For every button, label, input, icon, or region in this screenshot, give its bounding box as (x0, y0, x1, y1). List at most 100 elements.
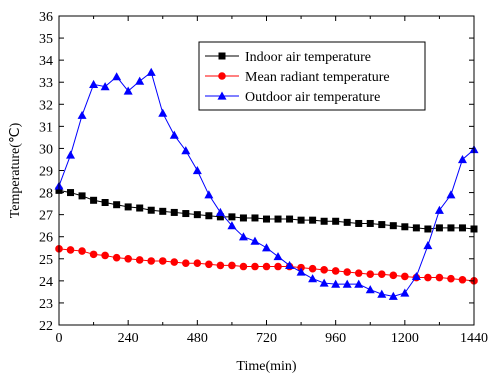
data-point (113, 201, 121, 209)
x-tick-labels: 0 240 480 720 960 1200 1440 (56, 331, 489, 346)
data-point (320, 217, 328, 225)
data-point (124, 203, 132, 211)
x-axis-label: Time(min) (236, 359, 296, 374)
x-tick-label: 1440 (460, 331, 488, 346)
data-point (205, 212, 213, 220)
data-point (319, 278, 329, 287)
data-point (170, 208, 178, 216)
data-point (170, 258, 179, 266)
x-tick-label: 720 (256, 331, 277, 346)
data-point (123, 86, 133, 95)
data-point (263, 215, 270, 223)
data-point (228, 261, 236, 270)
data-point (377, 270, 386, 279)
data-point (250, 236, 260, 245)
data-point (424, 225, 432, 233)
y-tick-label: 28 (39, 187, 53, 202)
data-point (354, 269, 363, 277)
data-point (158, 108, 168, 117)
data-point (457, 154, 467, 164)
data-point (273, 252, 283, 261)
data-point (378, 221, 386, 229)
y-tick-label: 36 (39, 10, 53, 25)
data-point (89, 250, 98, 259)
data-point (458, 275, 467, 284)
x-tick-label: 960 (325, 331, 346, 346)
data-point (216, 261, 225, 270)
data-point (78, 192, 86, 200)
data-point (77, 110, 87, 119)
data-point (355, 219, 363, 227)
data-point (274, 262, 282, 271)
data-point (135, 256, 144, 264)
data-point (227, 221, 237, 230)
data-point (90, 196, 98, 204)
data-point (401, 223, 409, 231)
data-point (251, 214, 259, 222)
y-tick-label: 22 (39, 319, 53, 334)
data-point (343, 268, 351, 276)
data-point (435, 273, 444, 282)
data-point (434, 205, 444, 214)
y-axis-label: Temperature(℃) (8, 122, 23, 218)
data-point (193, 211, 201, 219)
data-point (296, 267, 306, 276)
data-point (332, 217, 340, 225)
legend-swatch-marker (218, 52, 226, 60)
data-point (388, 291, 398, 300)
legend-item: Mean radiant temperature (205, 70, 390, 85)
data-point (411, 271, 421, 281)
legend-swatch-marker (218, 72, 226, 80)
y-tick-label: 25 (39, 253, 53, 268)
y-tick-label: 27 (39, 209, 53, 224)
legend-label: Indoor air temperature (245, 50, 371, 65)
data-point (147, 257, 156, 265)
data-point (274, 215, 282, 223)
data-point (182, 210, 190, 218)
data-point (204, 190, 214, 199)
data-point (286, 215, 294, 223)
data-point (354, 279, 364, 288)
data-point (158, 257, 167, 265)
legend-item: Outdoor air temperature (205, 90, 380, 105)
data-point (423, 241, 433, 250)
data-point (377, 289, 387, 298)
data-point (169, 130, 179, 139)
legend-swatch-marker (217, 91, 227, 100)
data-point (66, 246, 75, 254)
legend: Indoor air temperature Mean radiant tempe… (198, 41, 426, 111)
data-point (424, 273, 432, 282)
data-point (239, 262, 248, 271)
data-point (308, 274, 318, 283)
data-point (366, 219, 374, 227)
data-point (67, 189, 75, 197)
data-point (192, 166, 202, 175)
data-point (216, 213, 224, 221)
y-tick-label: 30 (39, 142, 53, 157)
legend-item: Indoor air temperature (205, 50, 371, 65)
series-line (58, 189, 475, 230)
legend-label: Outdoor air temperature (245, 90, 380, 105)
data-point (435, 224, 443, 232)
x-tick-label: 1200 (391, 331, 419, 346)
data-point (89, 79, 99, 89)
data-point (308, 264, 317, 273)
data-point (124, 254, 132, 263)
data-point (309, 216, 317, 224)
data-point (262, 262, 271, 271)
data-point (366, 270, 375, 279)
data-point (182, 259, 190, 268)
axis-ticks (58, 15, 475, 326)
data-point (262, 243, 271, 252)
data-point (193, 259, 202, 268)
x-tick-label: 480 (187, 331, 208, 346)
data-point (228, 213, 236, 221)
data-point (100, 82, 110, 91)
data-point (331, 267, 340, 275)
data-point (400, 288, 410, 297)
data-point (238, 232, 248, 241)
data-point (447, 224, 455, 232)
data-point (447, 274, 455, 283)
data-point (239, 214, 247, 222)
x-tick-label: 0 (56, 331, 63, 346)
